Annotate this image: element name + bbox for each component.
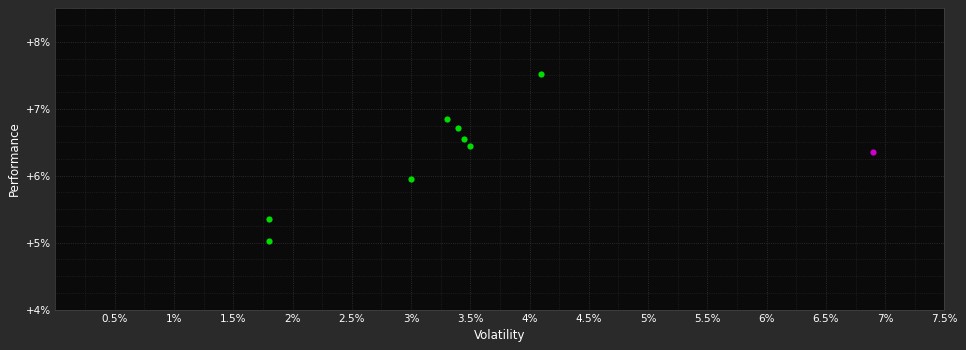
Point (866, 149, 881, 155)
Point (261, 239, 276, 244)
Y-axis label: Performance: Performance (9, 121, 21, 196)
Point (533, 71, 549, 77)
Point (404, 176, 419, 182)
Point (261, 216, 276, 222)
X-axis label: Volatility: Volatility (474, 329, 526, 342)
Point (451, 125, 467, 130)
Point (439, 116, 454, 121)
Point (457, 136, 472, 142)
Point (463, 143, 478, 148)
